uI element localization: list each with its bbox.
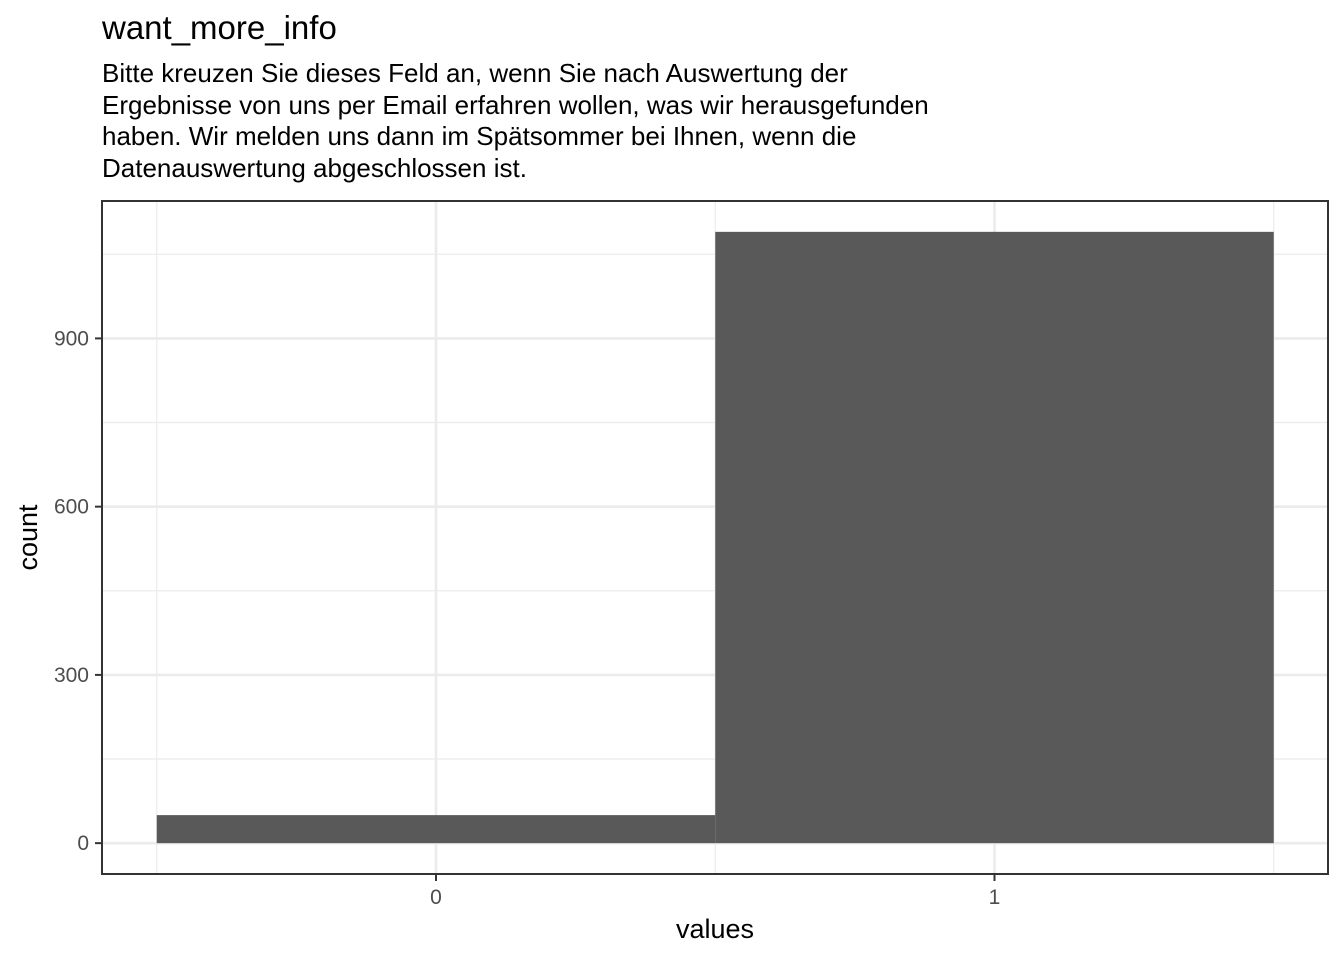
panel-border [101,200,1329,875]
y-axis-title: count [13,504,43,571]
chart-title: want_more_info [102,9,337,46]
x-tick-label: 1 [989,886,1001,909]
y-tick-label: 900 [54,327,89,350]
chart-subtitle-line-1: Bitte kreuzen Sie dieses Feld an, wenn S… [102,58,848,88]
y-axis: 0 300 600 900 [54,327,102,855]
y-tick-label: 0 [77,832,89,855]
y-tick-label: 300 [54,664,89,687]
chart-subtitle-line-4: Datenauswertung abgeschlossen ist. [102,153,527,183]
x-tick-label: 0 [430,886,442,909]
y-tick-label: 600 [54,496,89,519]
x-axis-title: values [676,914,754,944]
bars [156,231,1274,844]
chart-subtitle-line-3: haben. Wir melden uns dann im Spätsommer… [102,121,857,151]
chart-subtitle-line-2: Ergebnisse von uns per Email erfahren wo… [102,90,929,120]
bar [715,231,1274,844]
bar [156,815,716,844]
